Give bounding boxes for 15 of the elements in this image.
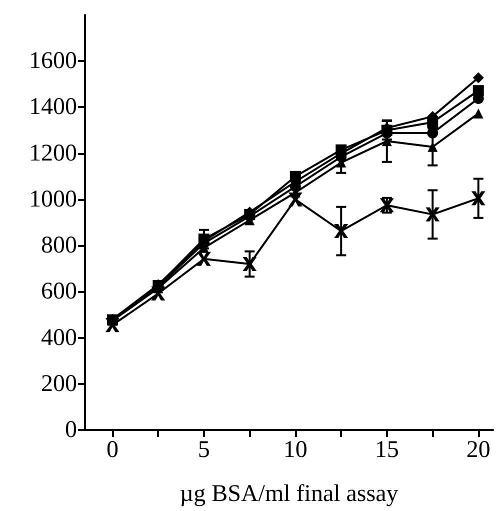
y-tick-label: 1200	[29, 140, 77, 166]
y-tick-label: 1000	[29, 186, 77, 212]
x-tick-label: 10	[283, 437, 308, 463]
x-tick-label: 0	[106, 437, 118, 463]
x-tick-label: 20	[466, 437, 490, 463]
y-tick-label: 600	[41, 278, 77, 305]
y-tick-label: 200	[41, 370, 77, 397]
x-axis-title: µg BSA/ml final assay	[180, 481, 398, 507]
x-tick-label: 15	[374, 437, 399, 463]
y-tick-label: 1400	[29, 94, 77, 120]
y-tick-label: 1600	[29, 48, 77, 74]
y-tick-label: 400	[41, 324, 77, 351]
y-tick-label: 0	[65, 417, 77, 443]
y-tick-label: 800	[41, 232, 77, 259]
x-tick-label: 5	[198, 437, 210, 463]
